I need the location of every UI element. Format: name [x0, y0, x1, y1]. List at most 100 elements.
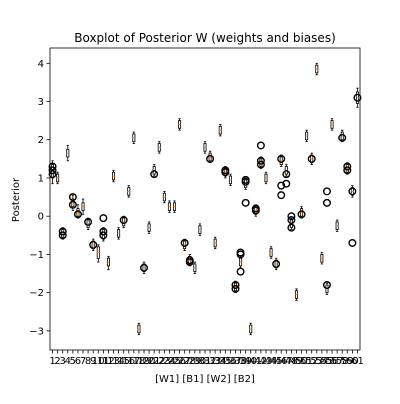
box-5	[68, 193, 77, 211]
box-9	[89, 238, 98, 252]
x-tick-label: 4	[65, 356, 71, 367]
outlier-point	[231, 284, 240, 293]
outlier-point	[287, 216, 296, 225]
outlier-point	[297, 210, 306, 219]
box-50	[297, 206, 306, 219]
outlier-point	[231, 281, 240, 290]
outlier-point	[343, 166, 352, 175]
x-tick-label: 16	[122, 356, 135, 367]
x-axis-label: [W1] [B1] [W2] [B2]	[155, 374, 255, 385]
axes-frame	[49, 47, 361, 351]
x-tick-label: 53	[310, 356, 323, 367]
x-tick-label: 54	[316, 356, 329, 367]
x-tick-label: 2	[54, 356, 60, 367]
box-61	[353, 87, 362, 108]
outlier-point	[343, 162, 352, 171]
chart-title: Boxplot of Posterior W (weights and bias…	[74, 31, 336, 45]
y-tick-label: 3	[38, 97, 44, 108]
outlier-point	[353, 93, 362, 102]
x-tick-label: 33	[209, 356, 222, 367]
x-tick-label: 18	[133, 356, 146, 367]
box-27	[180, 238, 189, 252]
box-4	[66, 145, 70, 162]
box-39	[241, 175, 250, 207]
x-tick-label: 59	[341, 356, 354, 367]
outlier-point	[48, 170, 57, 179]
outlier-point	[256, 141, 265, 150]
x-tick-label: 52	[305, 356, 318, 367]
box-34	[218, 124, 222, 137]
outlier-point	[282, 179, 291, 188]
outlier-point	[48, 166, 57, 175]
box-15	[119, 215, 128, 229]
x-tick-label: 8	[85, 356, 91, 367]
x-tick-label: 36	[224, 356, 237, 367]
x-axis-ticks: 1234567891011121314151617181920212223242…	[49, 350, 364, 367]
x-tick-label: 58	[336, 356, 349, 367]
box-18	[137, 322, 141, 336]
box-42	[256, 141, 265, 169]
x-tick-label: 14	[112, 356, 125, 367]
x-tick-label: 28	[183, 356, 196, 367]
box-28	[185, 254, 194, 267]
outlier-point	[256, 156, 265, 165]
box-44	[269, 246, 273, 259]
box-52	[307, 152, 316, 165]
box-56	[330, 118, 334, 131]
box-14	[117, 227, 121, 240]
box-59	[343, 162, 352, 175]
x-tick-label: 34	[214, 356, 227, 367]
box-60	[348, 185, 357, 247]
box-8	[84, 217, 93, 230]
box-54	[320, 252, 324, 265]
x-tick-label: 51	[300, 356, 313, 367]
box-25	[173, 200, 177, 213]
box-41	[251, 204, 260, 217]
x-tick-label: 39	[239, 356, 252, 367]
box-32	[206, 150, 215, 164]
x-tick-label: 7	[80, 356, 86, 367]
box-19	[140, 261, 149, 274]
outlier-point	[277, 181, 286, 190]
box-37	[231, 280, 240, 294]
box-17	[132, 131, 136, 144]
x-tick-label: 49	[290, 356, 303, 367]
outlier-point	[256, 160, 265, 169]
outlier-point	[236, 267, 245, 276]
outlier-point	[277, 154, 286, 163]
x-tick-label: 19	[138, 356, 151, 367]
x-tick-label: 9	[90, 356, 96, 367]
x-tick-label: 22	[153, 356, 166, 367]
box-11	[99, 214, 108, 242]
box-26	[178, 118, 182, 131]
x-tick-label: 44	[265, 356, 278, 367]
x-tick-label: 32	[204, 356, 217, 367]
box-53	[315, 62, 319, 76]
x-tick-label: 35	[219, 356, 232, 367]
outlier-point	[236, 248, 245, 257]
box-30	[198, 223, 202, 236]
outlier-point	[277, 191, 286, 200]
outlier-point	[150, 170, 159, 179]
x-tick-label: 3	[60, 356, 66, 367]
x-tick-label: 13	[107, 356, 120, 367]
box-47	[282, 164, 291, 188]
box-6	[73, 204, 82, 219]
x-tick-label: 55	[321, 356, 334, 367]
x-tick-label: 20	[143, 356, 156, 367]
outlier-point	[48, 162, 57, 171]
box-3	[58, 227, 67, 240]
box-31	[203, 141, 207, 154]
box-43	[264, 171, 268, 185]
outlier-point	[241, 198, 250, 207]
outlier-point	[185, 258, 194, 267]
x-tick-label: 47	[280, 356, 293, 367]
box-21	[150, 164, 159, 179]
x-tick-label: 31	[199, 356, 212, 367]
plot-area	[48, 62, 362, 336]
x-tick-label: 57	[331, 356, 344, 367]
x-tick-label: 41	[249, 356, 262, 367]
outlier-point	[348, 238, 357, 247]
